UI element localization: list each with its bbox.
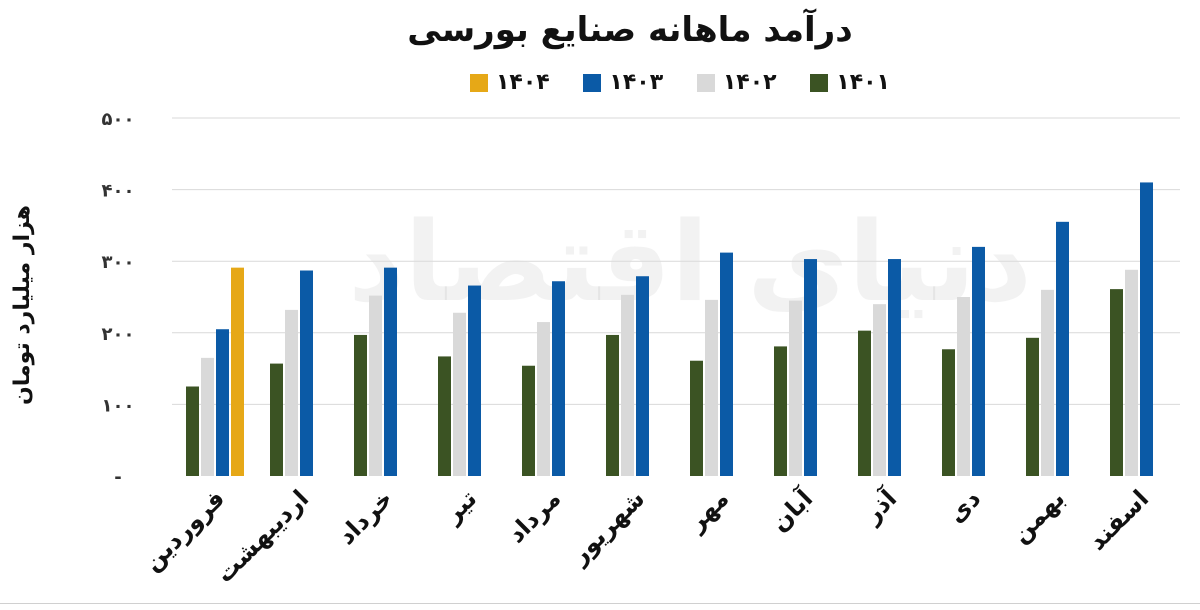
x-tick-label: مهر [681,484,734,537]
y-tick-label: ۱۰۰ [102,395,135,416]
bottom-divider [0,603,1200,604]
legend-item: ۱۴۰۳ [583,70,663,95]
bar-3-7 [720,252,733,476]
bar-1-8 [774,346,787,476]
legend-label: ۱۴۰۴ [496,70,550,95]
bar-2-11 [1041,289,1054,476]
bar-3-9 [888,259,901,476]
bar-1-1 [186,386,199,476]
bar-1-4 [438,356,451,476]
chart-title: درآمد ماهانه صنایع بورسی [407,10,853,50]
y-tick-label: - [114,467,121,488]
y-tick-label: ۳۰۰ [102,252,135,273]
x-tick-label: اسفند [1083,484,1154,555]
bar-3-5 [552,281,565,476]
legend: ۱۴۰۴ ۱۴۰۳ ۱۴۰۲ ۱۴۰۱ [470,70,890,95]
y-tick-label: ۴۰۰ [102,181,135,202]
y-tick-label: ۵۰۰ [102,109,135,130]
bar-1-5 [522,365,535,476]
legend-swatch [696,73,715,92]
bar-3-6 [636,276,649,476]
bar-2-3 [369,295,382,476]
legend-label: ۱۴۰۲ [722,70,777,95]
bar-2-12 [1125,269,1138,476]
x-tick-label: آبان [765,483,819,537]
bar-2-8 [789,300,802,476]
y-tick-label: ۲۰۰ [102,324,135,345]
bar-4-1 [231,267,244,476]
legend-item: ۱۴۰۲ [696,70,777,95]
bar-3-10 [972,246,985,476]
bar-3-11 [1056,221,1069,476]
bar-2-10 [957,297,970,476]
bar-1-10 [942,349,955,476]
bar-2-9 [873,304,886,476]
x-tick-label: شهریور [565,484,651,570]
x-tick-label: بهمن [1006,484,1070,548]
bar-1-7 [690,360,703,476]
bar-1-6 [606,334,619,476]
bar-3-3 [384,267,397,476]
bar-1-9 [858,330,871,476]
bar-3-12 [1140,182,1153,476]
legend-swatch [810,73,829,92]
bar-2-2 [285,309,298,476]
x-tick-label: دی [942,484,986,528]
bar-1-2 [270,363,283,476]
legend-label: ۱۴۰۱ [836,70,890,95]
legend-swatch [470,73,488,92]
bar-3-4 [468,285,481,476]
bar-3-1 [216,329,229,476]
x-tick-label: مرداد [502,484,566,548]
legend-label: ۱۴۰۳ [609,70,664,95]
legend-swatch [583,73,602,92]
bar-1-11 [1026,337,1039,476]
bar-2-6 [621,294,634,476]
legend-item: ۱۴۰۴ [470,70,550,95]
bar-1-12 [1110,289,1123,476]
bar-2-7 [705,299,718,476]
bar-2-4 [453,312,466,476]
bar-3-2 [300,270,313,476]
bar-2-5 [537,322,550,476]
x-tick-label: آذر [857,483,903,529]
bar-2-1 [201,357,214,476]
watermark: دنیای اقتصاد [348,198,1032,326]
bar-3-8 [804,259,817,476]
bar-1-3 [354,334,367,476]
legend-item: ۱۴۰۱ [810,70,890,95]
x-tick-label: تیر [438,484,482,528]
x-tick-label: خرداد [332,484,398,550]
